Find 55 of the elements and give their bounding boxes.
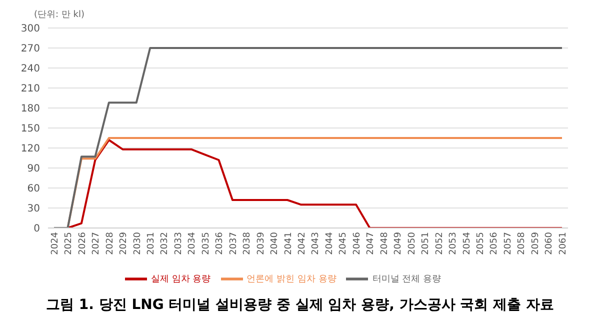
x-tick-label: 2025 [64,232,74,255]
y-tick-label: 90 [27,164,40,175]
y-tick-label: 240 [20,64,40,75]
y-tick-label: 120 [20,144,40,155]
x-tick-label: 2059 [530,232,541,255]
x-tick-label: 2044 [324,232,335,255]
x-tick-label: 2046 [352,232,362,255]
x-tick-label: 2024 [50,232,60,255]
x-tick-label: 2029 [119,232,130,255]
x-tick-label: 2032 [160,232,170,255]
legend-label: 언론에 밝힌 임차 용량 [246,274,336,284]
x-tick-label: 2057 [503,232,514,255]
y-tick-label: 300 [20,24,40,35]
line-series [53,47,563,228]
x-tick-label: 2061 [558,232,568,255]
y-tick-label: 180 [20,104,40,115]
x-tick-label: 2050 [407,232,418,255]
x-tick-label: 2034 [188,232,198,255]
y-axis-title: (단위: 만 kl) [33,9,86,22]
y-tick-label: 30 [27,204,40,215]
x-tick-label: 2035 [201,232,212,255]
x-tick-label: 2027 [92,232,102,255]
x-tick-label: 2052 [434,232,445,255]
x-tick-label: 2039 [256,232,266,255]
y-tick-label: 0 [34,224,40,235]
y-tick-label: 60 [27,184,40,195]
x-tick-label: 2060 [544,232,555,255]
legend-label: 터미널 전체 용량 [372,274,442,284]
x-tick-label: 2049 [394,232,404,255]
x-tick-label: 2054 [462,232,472,255]
x-tick-label: 2051 [421,232,432,255]
x-tick-label: 2043 [311,232,322,255]
x-tick-label: 2030 [132,232,143,255]
x-tick-label: 2036 [215,232,226,255]
x-tick-label: 2058 [517,232,528,255]
x-tick-label: 2028 [105,232,116,255]
x-tick-label: 2055 [476,232,486,255]
text: 그림 1. 당진 LNG 터미널 설비용량 중 실제 임차 용량, 가스공사 국회 제출 자료 [45,296,555,314]
x-tick-label: 2026 [78,232,88,255]
x-tick-label: 2047 [366,232,376,255]
legend-label: 실제 임차 용량 [150,274,211,284]
x-tick-label: 2048 [380,232,390,255]
x-tick-label: 2042 [298,232,308,255]
x-tick-label: 2038 [242,232,253,255]
x-tick-label: 2031 [146,232,156,255]
x-tick-label: 2053 [448,232,459,255]
x-tick-label: 2041 [284,232,294,255]
y-tick-label: 210 [20,84,40,95]
x-tick-label: 2033 [174,232,184,255]
x-tick-label: 2056 [490,232,500,255]
x-tick-label: 2040 [270,232,280,255]
x-tick-label: 2037 [228,232,239,255]
y-tick-label: 270 [20,44,40,55]
x-tick-label: 2045 [338,232,349,255]
y-tick-label: 150 [20,124,40,135]
